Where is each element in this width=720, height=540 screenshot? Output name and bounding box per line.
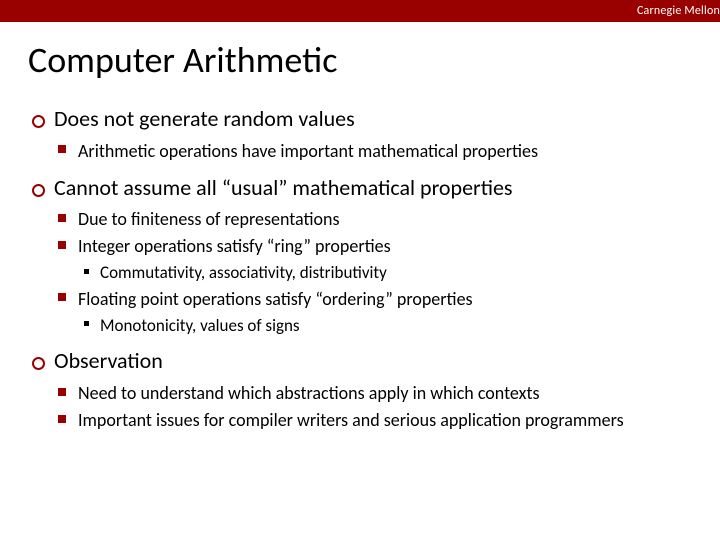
list-item: Arithmetic operations have important mat… [54,138,692,165]
list-level-2: Due to finiteness of representations Inte… [54,206,692,338]
list-item-text: Observation [54,347,163,374]
list-level-2: Arithmetic operations have important mat… [54,138,692,165]
list-item-text: Cannot assume all “usual” mathematical p… [54,174,513,201]
list-item-text: Due to finiteness of representations [78,208,340,230]
list-item-text: Need to understand which abstractions ap… [78,382,540,404]
list-item: Does not generate random values Arithmeti… [28,104,692,165]
outline-list: Does not generate random values Arithmeti… [28,104,692,434]
list-item: Floating point operations satisfy “order… [54,286,692,339]
list-item-text: Commutativity, associativity, distributi… [100,262,387,283]
list-item-text: Monotonicity, values of signs [100,315,300,336]
slide-body: Computer Arithmetic Does not generate ra… [0,22,720,434]
list-item-text: Arithmetic operations have important mat… [78,140,538,162]
list-level-3: Monotonicity, values of signs [78,313,692,339]
slide-title: Computer Arithmetic [28,38,692,82]
list-item: Due to finiteness of representations [54,206,692,233]
list-item: Important issues for compiler writers an… [54,407,692,434]
list-item-text: Important issues for compiler writers an… [78,409,624,431]
list-level-2: Need to understand which abstractions ap… [54,380,692,434]
list-item: Integer operations satisfy “ring” proper… [54,233,692,286]
list-item: Monotonicity, values of signs [78,313,692,339]
brand-bar: Carnegie Mellon [0,0,720,22]
list-item: Cannot assume all “usual” mathematical p… [28,173,692,339]
list-level-3: Commutativity, associativity, distributi… [78,260,692,286]
list-item-text: Integer operations satisfy “ring” proper… [78,235,391,257]
list-item-text: Floating point operations satisfy “order… [78,288,473,310]
list-item: Need to understand which abstractions ap… [54,380,692,407]
institution-label: Carnegie Mellon [629,4,720,18]
list-item-text: Does not generate random values [54,105,355,132]
list-item: Commutativity, associativity, distributi… [78,260,692,286]
list-item: Observation Need to understand which abst… [28,346,692,434]
